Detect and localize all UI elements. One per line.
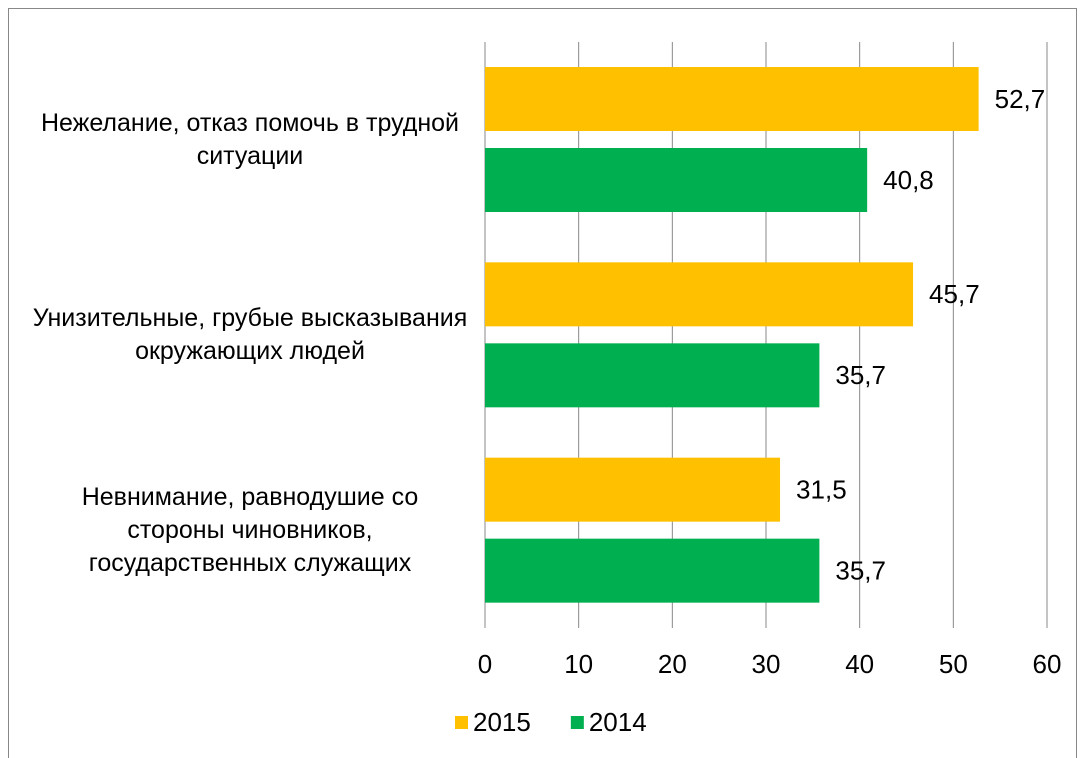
value-label: 35,7: [835, 360, 886, 390]
bar: [485, 67, 979, 131]
bar: [485, 148, 868, 212]
x-tick-label: 60: [1033, 649, 1062, 679]
value-label: 40,8: [883, 165, 934, 195]
value-label: 31,5: [796, 475, 847, 505]
x-tick-label: 30: [752, 649, 781, 679]
legend-swatch: [570, 716, 584, 729]
category-label: Унизительные, грубые высказывания окружа…: [32, 303, 468, 365]
x-tick-label: 10: [564, 649, 593, 679]
bar: [485, 457, 781, 522]
bar: [485, 262, 914, 327]
legend-swatch: [455, 716, 468, 729]
x-tick-label: 0: [478, 649, 492, 679]
value-label: 45,7: [929, 279, 980, 309]
bar: [485, 343, 820, 408]
x-tick-label: 20: [658, 649, 687, 679]
legend-label: 2014: [589, 707, 647, 737]
chart-frame: [8, 8, 1077, 758]
x-tick-label: 40: [845, 649, 874, 679]
x-tick-label: 50: [939, 649, 968, 679]
category-label: Нежелание, отказ помочь в трудной ситуац…: [40, 108, 460, 170]
value-label: 35,7: [835, 556, 886, 586]
legend-label: 2015: [473, 707, 531, 737]
bar: [485, 538, 820, 603]
category-label: Невнимание, равнодушие со стороны чиновн…: [81, 482, 419, 577]
value-label: 52,7: [995, 84, 1046, 114]
